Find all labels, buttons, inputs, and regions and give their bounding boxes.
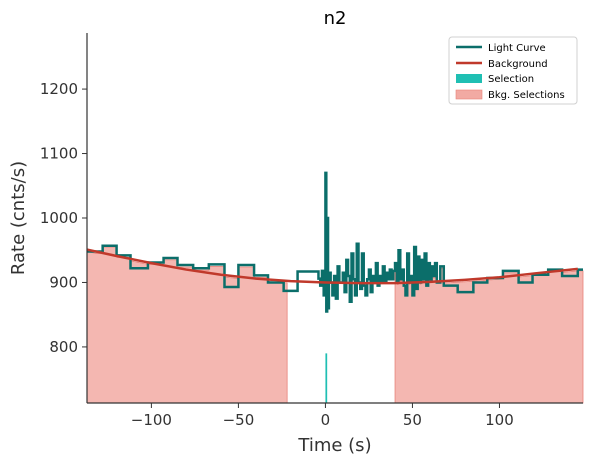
x-tick-label: 50 [403, 411, 422, 429]
x-tick-label: 100 [485, 411, 514, 429]
y-axis-label: Rate (cnts/s) [8, 161, 29, 275]
y-tick-label: 1000 [40, 209, 78, 227]
x-axis-label: Time (s) [297, 435, 371, 456]
selection-area [325, 353, 328, 403]
background-line [86, 248, 578, 285]
legend-swatch-bkg-selections [455, 89, 483, 100]
x-tick-label: 0 [321, 411, 331, 429]
x-tick-label: −100 [131, 411, 172, 429]
light-curve-line [87, 171, 583, 313]
background-series [86, 248, 578, 285]
x-axis-ticks: −100 −50 0 50 100 [131, 403, 514, 429]
y-tick-label: 1100 [40, 145, 78, 163]
selection-fill [325, 353, 328, 403]
legend-label-light-curve: Light Curve [488, 43, 546, 54]
legend: Light Curve Background Selection Bkg. Se… [448, 36, 578, 105]
legend-label-selection: Selection [488, 74, 534, 85]
legend-label-background: Background [488, 59, 548, 70]
y-tick-label: 900 [49, 273, 78, 291]
x-tick-label: −50 [223, 411, 255, 429]
light-curve-series [87, 171, 583, 313]
legend-box [448, 36, 578, 105]
legend-swatch-selection [456, 74, 482, 83]
y-tick-label: 800 [49, 338, 78, 356]
chart-title: n2 [324, 8, 347, 29]
y-axis-ticks: 800 900 1000 1100 1200 [40, 80, 87, 356]
y-tick-label: 1200 [40, 80, 78, 98]
legend-label-bkg-selections: Bkg. Selections [488, 90, 565, 101]
